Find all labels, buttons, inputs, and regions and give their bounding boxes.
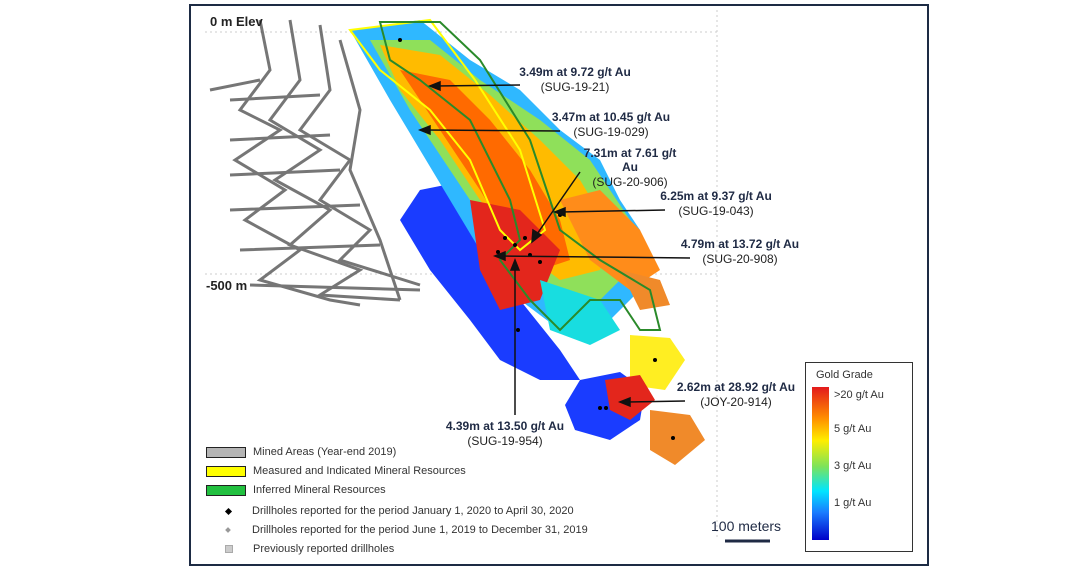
gold-grade-blocks bbox=[350, 20, 705, 465]
scale-bar-label: 100 meters bbox=[711, 518, 782, 534]
elevation-label-0m: 0 m Elev bbox=[210, 14, 263, 29]
legend-label-inferred: Inferred Mineral Resources bbox=[253, 484, 386, 496]
colorbar-tick: 1 g/t Au bbox=[834, 497, 872, 509]
colorbar-tick: >20 g/t Au bbox=[834, 389, 884, 401]
legend-swatch-mined bbox=[206, 447, 246, 458]
colorbar-tick: 3 g/t Au bbox=[834, 460, 872, 472]
mined-areas bbox=[209, 19, 421, 307]
measured-indicated-outline bbox=[348, 18, 547, 252]
elevation-label-500m: -500 m bbox=[206, 278, 248, 293]
legend-label-previous: Previously reported drillholes bbox=[253, 543, 395, 555]
annotation-arrows bbox=[417, 80, 691, 415]
colorbar-gradient bbox=[812, 387, 829, 540]
legend-label-drillholes-2019: Drillholes reported for the period June … bbox=[252, 524, 588, 536]
colorbar-tick: 5 g/t Au bbox=[834, 423, 872, 435]
legend-swatch-inferred bbox=[206, 485, 246, 496]
colorbar-title: Gold Grade bbox=[816, 369, 873, 381]
inferred-outline bbox=[378, 21, 662, 332]
legend-label-drillholes-2020: Drillholes reported for the period Janua… bbox=[252, 505, 574, 517]
legend-label-mined: Mined Areas (Year-end 2019) bbox=[253, 446, 397, 458]
legend-swatch-measured bbox=[206, 466, 246, 477]
gold-grade-colorbar: Gold Grade >20 g/t Au 5 g/t Au 3 g/t Au … bbox=[805, 362, 913, 552]
legend-label-measured: Measured and Indicated Mineral Resources bbox=[253, 465, 466, 477]
previous-drillhole-marker bbox=[225, 545, 233, 553]
drillholes-2020 bbox=[398, 38, 675, 440]
